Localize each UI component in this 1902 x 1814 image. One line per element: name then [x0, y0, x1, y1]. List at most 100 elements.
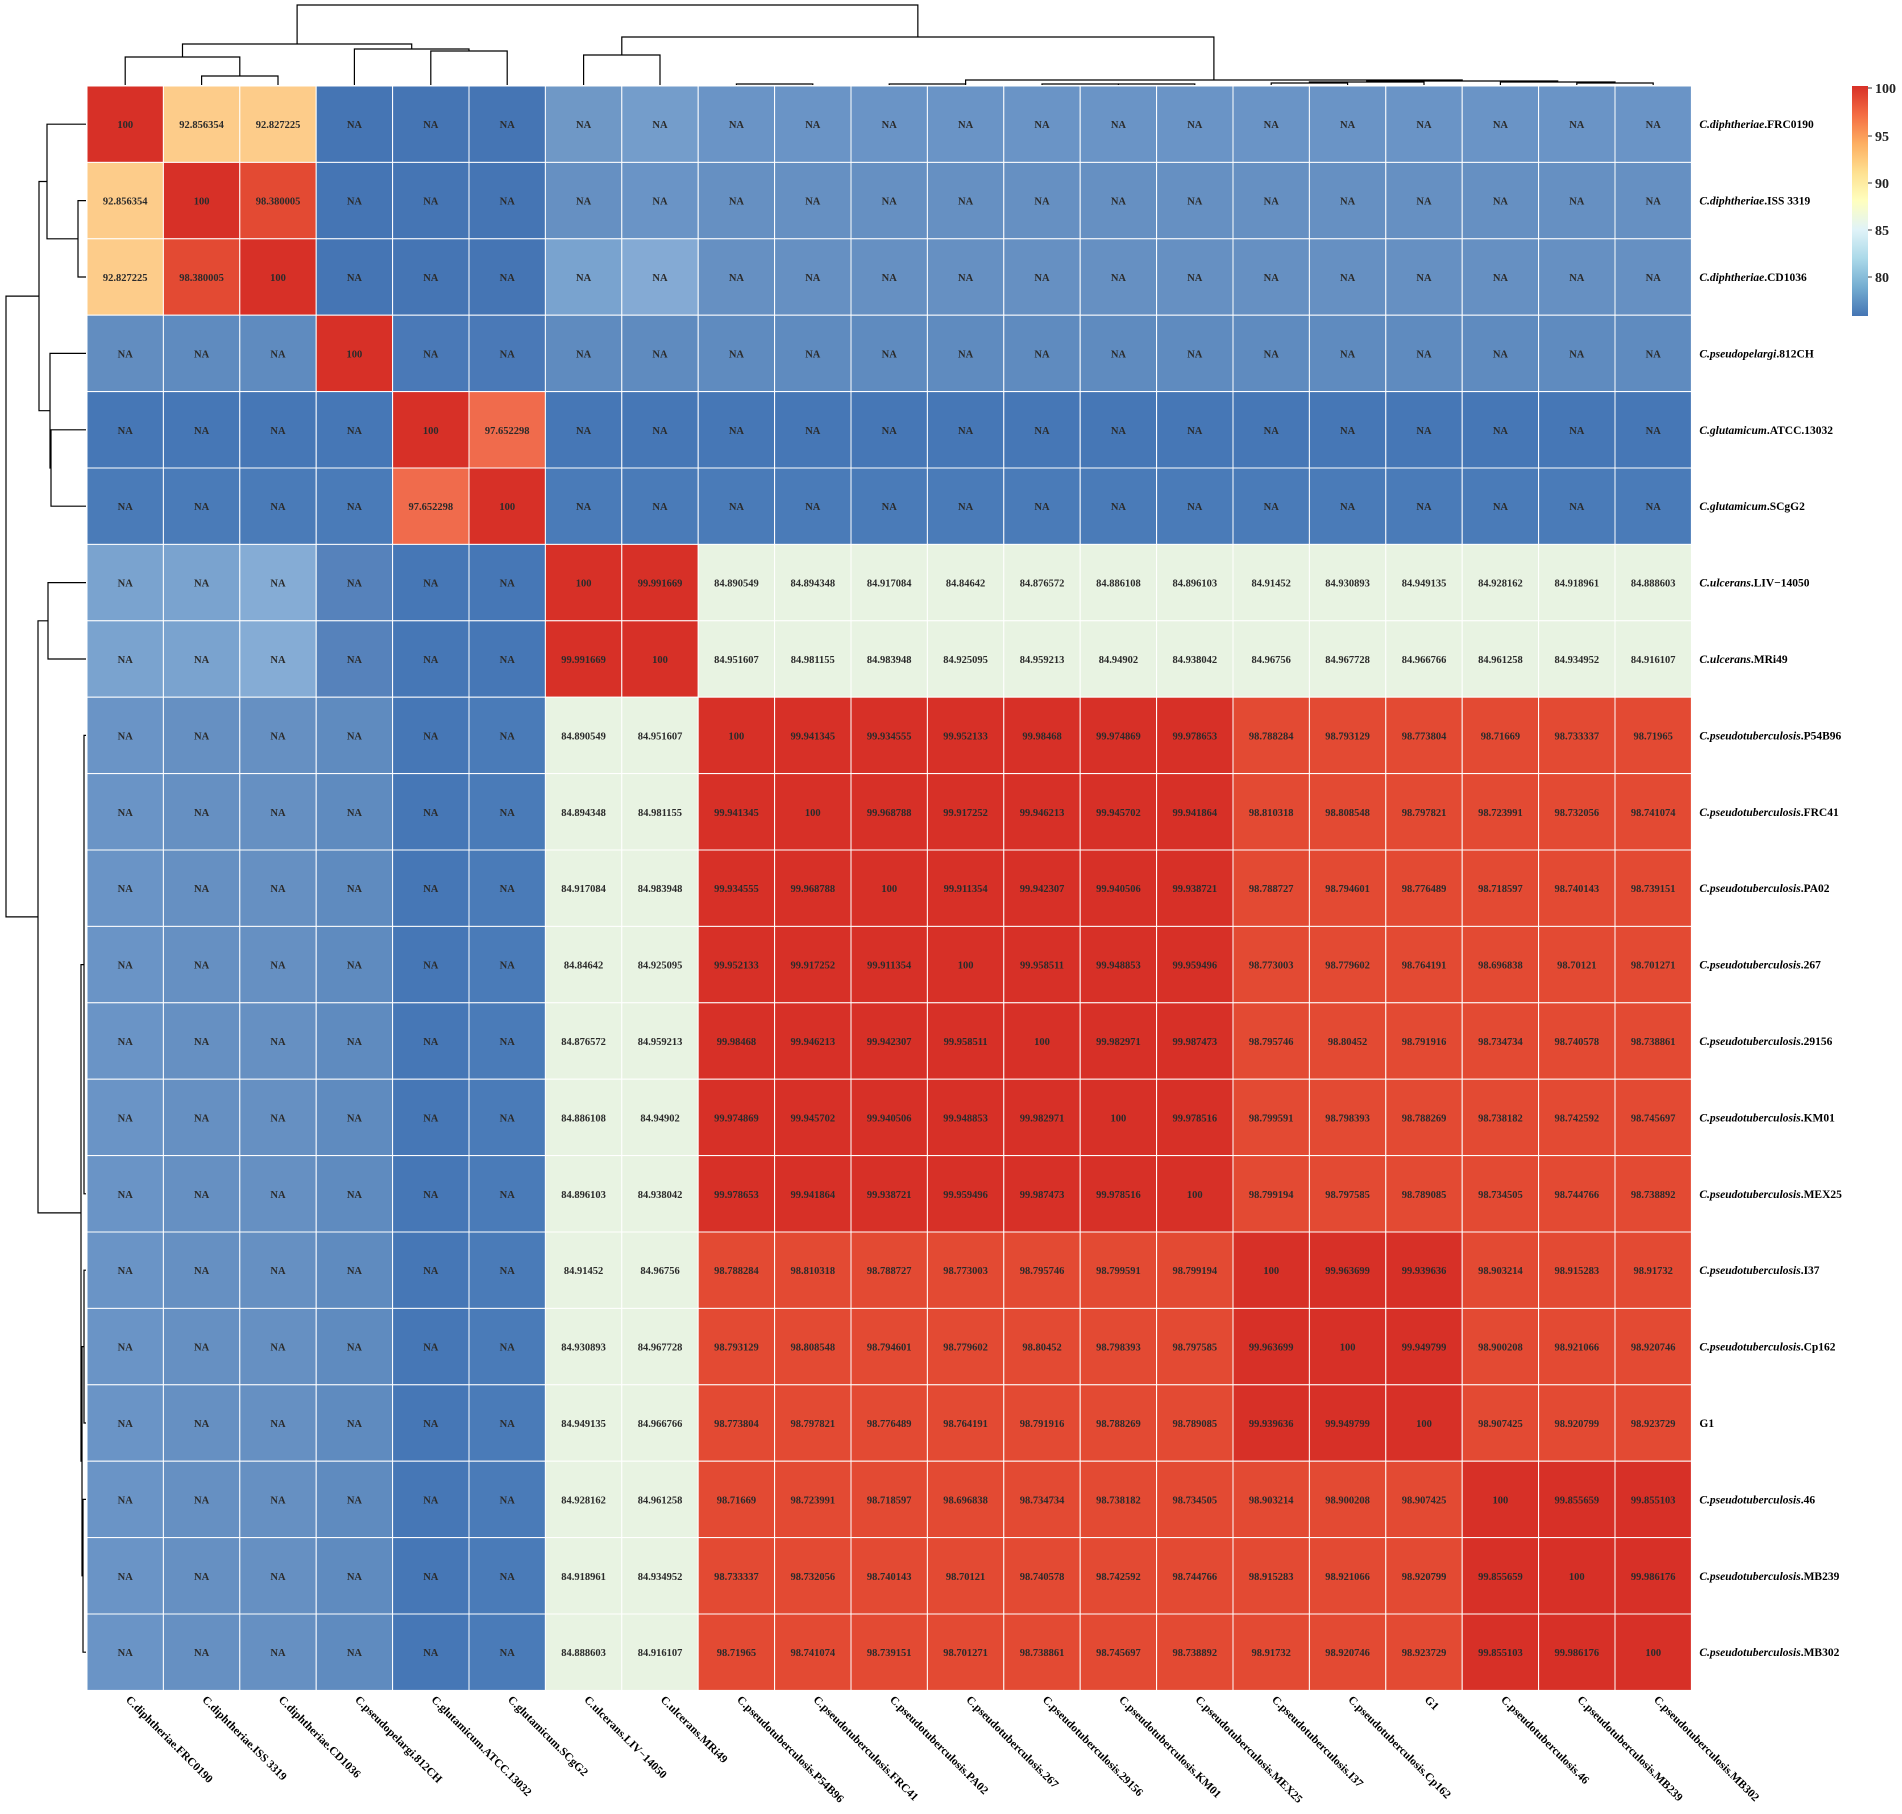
heatmap-cell-value: NA	[118, 884, 134, 895]
heatmap-cell	[468, 314, 546, 393]
heatmap-cell-value: NA	[1264, 120, 1280, 131]
heatmap-cell-value: NA	[194, 731, 210, 742]
heatmap-cell-value: NA	[958, 273, 974, 284]
heatmap-cell-value: 100	[1493, 1495, 1509, 1506]
heatmap-cell-value: NA	[423, 1113, 439, 1124]
heatmap-cell	[926, 1002, 1005, 1080]
heatmap-cell-value: 98.915283	[1554, 1266, 1599, 1277]
heatmap-cell-value: 98.773804	[714, 1419, 759, 1430]
heatmap-cell	[926, 1231, 1005, 1309]
heatmap-cell	[1614, 314, 1692, 393]
heatmap-cell	[1003, 543, 1081, 622]
heatmap-cell	[392, 1384, 470, 1462]
heatmap-cell	[315, 925, 394, 1004]
heatmap-cell-value: NA	[194, 1113, 210, 1124]
heatmap-cell	[544, 1078, 623, 1157]
heatmap-cell	[926, 238, 1005, 316]
heatmap-cell-value: 99.968788	[790, 884, 835, 895]
heatmap-cell-value: NA	[347, 731, 363, 742]
heatmap-cell	[1232, 1231, 1310, 1309]
heatmap-cell	[1079, 161, 1158, 240]
row-label: C.pseudotuberculosis.PA02	[1699, 883, 1829, 895]
heatmap-cell-value: NA	[270, 1419, 286, 1430]
heatmap-cell	[162, 849, 241, 927]
heatmap-cell-value: NA	[194, 655, 210, 666]
heatmap-cell	[1538, 1002, 1616, 1080]
heatmap-cell-value: NA	[805, 273, 821, 284]
heatmap-cell	[1538, 543, 1616, 622]
row-label: C.diphtheriae.CD1036	[1699, 272, 1807, 284]
heatmap-cell-value: 99.948853	[1096, 961, 1141, 972]
heatmap-cell	[1461, 1307, 1540, 1386]
heatmap-cell-value: NA	[423, 1572, 439, 1583]
heatmap-cell	[86, 925, 164, 1004]
heatmap-cell-value: 99.934555	[714, 884, 759, 895]
heatmap-cell	[392, 85, 470, 163]
heatmap-cell	[621, 1231, 699, 1309]
heatmap-cell-value: 98.70121	[946, 1572, 985, 1583]
heatmap-cell	[850, 1231, 928, 1309]
heatmap-cell-value: 98.799194	[1249, 1190, 1294, 1201]
heatmap-cell-value: 99.941345	[790, 731, 835, 742]
heatmap-cell	[1538, 1155, 1616, 1233]
heatmap-cell-value: 99.959496	[943, 1190, 988, 1201]
heatmap-cell	[697, 849, 776, 927]
heatmap-cell-value: 84.930893	[561, 1343, 606, 1354]
heatmap-cell	[1614, 1537, 1692, 1615]
heatmap-cell	[1232, 161, 1310, 240]
heatmap-cell	[544, 161, 623, 240]
heatmap-cell	[468, 238, 546, 316]
heatmap-cell-value: NA	[500, 731, 516, 742]
heatmap-cell-value: 99.945702	[790, 1113, 835, 1124]
heatmap-cell	[1385, 925, 1463, 1004]
heatmap-cell-value: NA	[270, 655, 286, 666]
heatmap-cell	[1614, 391, 1692, 469]
heatmap-cell-value: NA	[270, 808, 286, 819]
heatmap-cell-value: NA	[423, 1037, 439, 1048]
heatmap-cell-value: NA	[500, 1495, 516, 1506]
heatmap-cell-value: NA	[1340, 120, 1356, 131]
heatmap-cell	[1232, 1155, 1310, 1233]
heatmap-cell-value: 99.940506	[867, 1113, 912, 1124]
heatmap-cell	[1156, 925, 1234, 1004]
heatmap-cell-value: 99.939636	[1249, 1419, 1294, 1430]
heatmap-cell-value: NA	[1646, 502, 1662, 513]
heatmap-cell-value: NA	[500, 655, 516, 666]
heatmap-cell	[697, 1155, 776, 1233]
heatmap-cell-value: NA	[194, 1648, 210, 1659]
heatmap-cell-value: 84.949135	[561, 1419, 606, 1430]
heatmap-cell-value: NA	[500, 1113, 516, 1124]
heatmap-cell	[1156, 696, 1234, 775]
heatmap-cell-value: NA	[1187, 426, 1203, 437]
heatmap-cell	[926, 314, 1005, 393]
heatmap-cell-value: NA	[882, 426, 898, 437]
heatmap-cell	[1156, 1613, 1234, 1691]
heatmap-cell	[850, 1307, 928, 1386]
heatmap-cell-value: 84.94902	[640, 1113, 679, 1124]
row-dendrogram-branch	[50, 429, 86, 507]
heatmap-cell-value: 98.920799	[1554, 1419, 1599, 1430]
heatmap-cell-value: 84.96756	[640, 1266, 679, 1277]
heatmap-cell-value: NA	[118, 1343, 134, 1354]
heatmap-cell	[621, 161, 699, 240]
heatmap-cell-value: 98.798393	[1325, 1113, 1370, 1124]
heatmap-cell-value: NA	[194, 1037, 210, 1048]
heatmap-cell	[1232, 467, 1310, 545]
heatmap-cell	[1232, 391, 1310, 469]
heatmap-cell-value: 98.793129	[1325, 731, 1370, 742]
heatmap-cell-value: NA	[1569, 426, 1585, 437]
heatmap-cell	[1156, 314, 1234, 393]
heatmap-cell	[621, 925, 699, 1004]
heatmap-cell-value: NA	[118, 1572, 134, 1583]
heatmap-cell	[468, 1155, 546, 1233]
heatmap-cell	[162, 161, 241, 240]
heatmap-cell-value: NA	[1569, 197, 1585, 208]
heatmap-cell-value: 84.934952	[638, 1572, 683, 1583]
heatmap-cell-value: NA	[270, 731, 286, 742]
heatmap-cell-value: NA	[347, 1113, 363, 1124]
heatmap-cell	[1385, 1078, 1463, 1157]
heatmap-cell	[1538, 620, 1616, 698]
heatmap-cell-value: 98.696838	[1478, 961, 1523, 972]
heatmap-cell-value: NA	[1111, 120, 1127, 131]
